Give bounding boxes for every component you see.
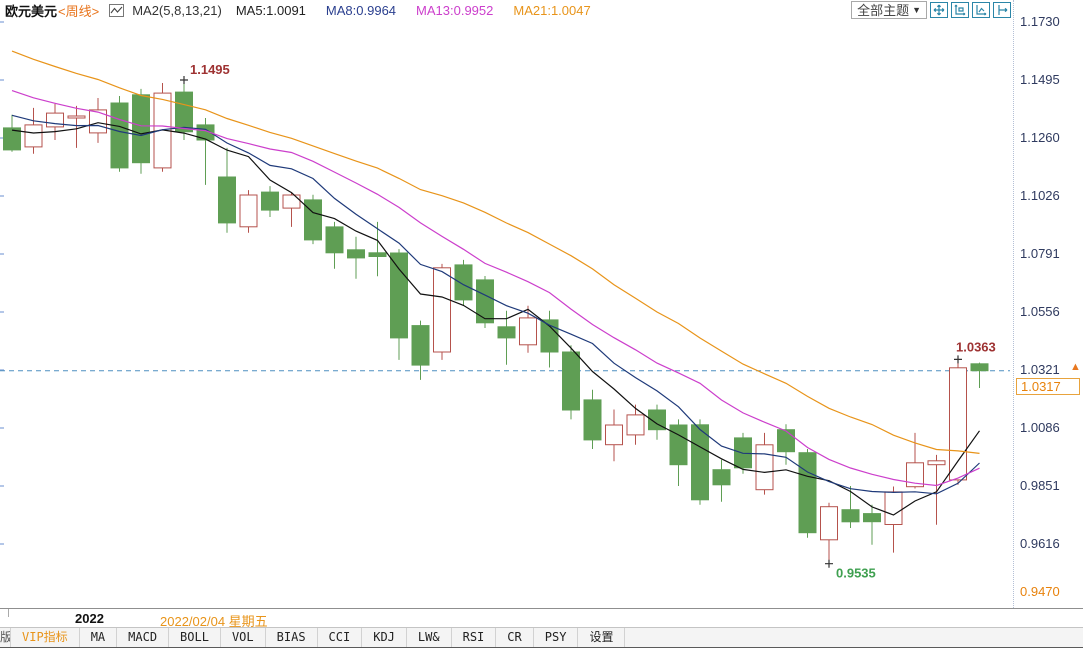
date-axis: 2022 2022/02/04 星期五 [0,608,1083,629]
toolbar-item-boll[interactable]: BOLL [169,628,221,647]
svg-text:0.9535: 0.9535 [836,566,876,581]
symbol-name: 欧元美元 [5,3,58,19]
toolbar-item-rsi[interactable]: RSI [452,628,497,647]
ma13-value: MA13:0.9952 [416,2,494,18]
year-label: 2022 [75,611,104,626]
indicator-toolbar: 版 VIP指标 MA MACD BOLL VOL BIAS CCI KDJ LW& RSI CR PS… [0,627,1083,648]
ma-group-label: MA2(5,8,13,21) [132,2,222,18]
theme-dropdown[interactable]: 全部主题 ▼ [851,1,927,19]
price-axis: 1.0317 ▲ 1.1730 1.1495 1.1260 1.1026 1.0791 1… [1013,0,1083,608]
chart-header: 欧元美元 <周线> MA2(5,8,13,21) MA5:1.0091 MA8:… [0,0,1013,20]
toolbar-item-bias[interactable]: BIAS [266,628,318,647]
header-tools: 全部主题 ▼ [851,1,1013,19]
y-axis-label: 1.0556 [1020,304,1060,319]
pan-right-icon[interactable] [993,2,1011,18]
candlestick-svg: 1.1495 0.9535 1.0363 [0,21,1010,581]
ma21-value: MA21:1.0047 [513,2,591,18]
y-axis-label: 0.9851 [1020,478,1060,493]
y-axis-label: 1.0321 [1020,362,1060,377]
price-up-arrow-icon: ▲ [1070,361,1081,373]
y-axis-min-label: 0.9470 [1020,584,1060,599]
current-price-box: 1.0317 [1016,378,1080,395]
crosshair-tool-icon[interactable] [930,2,948,18]
candlestick-chart-icon[interactable] [109,3,125,17]
theme-dropdown-label: 全部主题 [857,2,910,18]
svg-text:1.1495: 1.1495 [190,62,230,77]
toolbar-item-psy[interactable]: PSY [534,628,579,647]
y-axis-label: 1.1026 [1020,188,1060,203]
toolbar-item-ma[interactable]: MA [80,628,118,647]
y-axis-label: 0.9616 [1020,536,1060,551]
date-label: 2022/02/04 星期五 [160,614,268,629]
chart-canvas[interactable]: 1.1495 0.9535 1.0363 [0,0,1013,608]
axis-scale-icon[interactable] [951,2,969,18]
y-axis-label: 1.1730 [1020,14,1060,29]
chevron-down-icon: ▼ [912,4,921,15]
y-axis-label: 1.1260 [1020,130,1060,145]
svg-text:1.0363: 1.0363 [956,339,996,354]
ma8-value: MA8:0.9964 [325,2,397,18]
toolbar-item-lw[interactable]: LW& [407,628,452,647]
ma5-value: MA5:1.0091 [235,2,306,18]
toolbar-item-vip[interactable]: VIP指标 [11,628,80,647]
y-axis-label: 1.0791 [1020,246,1060,261]
toolbar-item-kdj[interactable]: KDJ [362,628,407,647]
y-axis-label: 1.1495 [1020,72,1060,87]
toolbar-item-macd[interactable]: MACD [117,628,170,647]
toolbar-item-cr[interactable]: CR [496,628,534,647]
toolbar-item-vol[interactable]: VOL [221,628,266,647]
y-axis-label: 1.0086 [1020,420,1060,435]
period-label: <周线> [58,3,100,19]
toolbar-item-cci[interactable]: CCI [318,628,363,647]
date-axis-tick [8,609,9,617]
compare-chart-icon[interactable] [972,2,990,18]
toolbar-item-[interactable]: 设置 [578,628,626,647]
toolbar-partial-item[interactable]: 版 [0,628,11,647]
